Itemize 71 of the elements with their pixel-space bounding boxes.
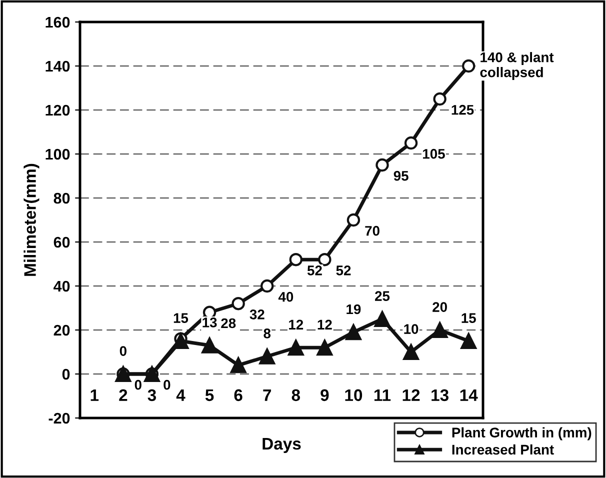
- x-axis-title: Days: [262, 438, 301, 453]
- legend-label: Increased Plant: [452, 444, 554, 455]
- y-tick-label: 80: [54, 192, 70, 204]
- point: [346, 213, 360, 227]
- data-label: 125: [452, 104, 474, 115]
- data-label: 40: [278, 292, 294, 302]
- point: [374, 311, 390, 327]
- point: [432, 322, 448, 338]
- y-tick-label: 140: [46, 60, 70, 72]
- x-tick-label: 8: [292, 389, 300, 402]
- point: [232, 297, 245, 310]
- y-tick-label: 40: [54, 280, 70, 292]
- point: [289, 253, 302, 266]
- data-label: 12: [318, 320, 332, 330]
- point: [318, 253, 332, 266]
- point: [376, 158, 389, 172]
- point: [404, 136, 418, 150]
- x-tick-label: 14: [460, 389, 478, 401]
- x-tick-label: 9: [320, 389, 329, 402]
- point: [460, 333, 477, 349]
- point: [433, 92, 446, 106]
- x-tick-label: 11: [374, 389, 391, 401]
- data-label: 0: [134, 380, 142, 390]
- data-label: 0: [120, 346, 126, 356]
- point: [462, 59, 476, 73]
- x-tick-label: 7: [263, 389, 272, 401]
- x-tick-label: 13: [432, 389, 448, 402]
- data-label: 95: [394, 170, 408, 181]
- x-tick-label: 4: [176, 389, 186, 401]
- y-tick-label: -20: [48, 412, 70, 424]
- data-label: 25: [375, 291, 390, 301]
- x-tick-label: 5: [205, 389, 214, 402]
- point: [259, 348, 276, 364]
- y-tick-label: 60: [54, 236, 70, 248]
- x-tick-label: 3: [148, 389, 156, 402]
- point: [230, 357, 246, 374]
- point: [316, 340, 333, 356]
- data-label: 28: [221, 318, 236, 328]
- data-label: 15: [174, 313, 188, 323]
- data-label: 13: [202, 318, 217, 328]
- point: [202, 337, 218, 354]
- data-label: 52: [336, 266, 351, 276]
- data-label: 52: [307, 266, 322, 276]
- data-label: 0: [164, 380, 170, 390]
- data-label: 19: [346, 304, 361, 314]
- x-tick-label: 12: [402, 389, 420, 401]
- data-label: 10: [404, 324, 418, 334]
- data-label: 105: [423, 148, 445, 159]
- y-tick-label: 160: [46, 16, 70, 28]
- data-label: 15: [462, 313, 476, 323]
- data-label: 140 & plant collapsed: [480, 52, 554, 80]
- x-tick-label: 6: [234, 389, 242, 402]
- x-tick-label: 1: [90, 389, 99, 401]
- point: [260, 279, 274, 293]
- data-label: 12: [289, 320, 304, 330]
- x-tick-label: 2: [119, 389, 128, 401]
- y-tick-label: 0: [62, 368, 70, 380]
- y-tick-label: 100: [46, 148, 70, 160]
- data-label: 70: [365, 226, 380, 236]
- point: [345, 324, 362, 340]
- data-label: 8: [264, 328, 271, 338]
- data-label: 20: [432, 302, 447, 312]
- x-tick-label: 10: [345, 389, 362, 402]
- y-tick-label: 20: [54, 324, 70, 336]
- data-label: 32: [250, 310, 264, 320]
- legend-label: Plant Growth in (mm): [452, 427, 592, 440]
- point: [172, 333, 189, 349]
- y-tick-label: 120: [46, 104, 70, 116]
- point: [403, 344, 420, 360]
- y-axis-title: Milimeter(mm): [24, 164, 40, 276]
- point: [288, 340, 304, 356]
